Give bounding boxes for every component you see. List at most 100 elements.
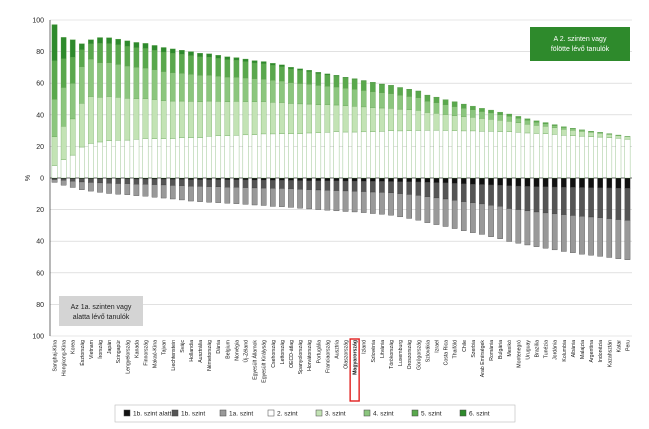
bar-segment [224,179,231,188]
bar-segment [397,177,403,182]
bar-stack [388,85,394,216]
bar-segment [415,110,422,131]
x-tick-label: Portugália [316,340,322,363]
bar-stack [179,50,185,201]
bar-segment [606,218,613,258]
bar-segment [379,131,385,179]
x-tick-label: Németország [207,340,213,371]
bar-segment [542,133,549,179]
y-tick-label: 80 [36,49,44,56]
bar-segment [624,136,631,140]
bar-segment [579,130,585,132]
bar-segment [97,178,103,184]
bar-stack [69,39,76,188]
bar-segment [79,66,85,104]
x-tick-label: Sanghaj-Kína [53,340,59,372]
bar-segment [533,120,540,123]
bar-segment [370,107,376,132]
bar-segment [433,97,440,103]
bar-segment [360,181,367,192]
y-tick-label: 60 [36,270,44,277]
bar-segment [342,177,349,182]
bar-segment [570,187,576,216]
bar-segment [315,104,322,133]
bar-segment [561,214,567,252]
annotation-below: Az 1a. szinten vagy alatta lévő tanulók [59,296,143,326]
bar-stack [251,60,258,206]
bar-segment [579,131,585,137]
x-tick-label: Chile [462,340,468,352]
bar-segment [97,182,103,193]
bar-segment [142,67,149,99]
bar-segment [333,177,340,181]
bar-segment [79,103,85,148]
bar-stack [188,51,194,202]
x-tick-label: Argentína [589,340,595,363]
bar-segment [333,86,340,106]
bar-segment [260,179,267,189]
bar-segment [442,114,449,131]
bar-segment [60,58,67,88]
bar-segment [51,60,58,100]
bar-segment [197,186,203,202]
x-tick-label: Ausztrália [198,340,204,363]
bar-segment [306,132,312,179]
bar-segment [288,188,294,208]
bar-segment [169,138,176,179]
bar-segment [60,126,67,160]
bar-segment [388,181,394,194]
bar-segment [179,185,185,201]
bar-segment [270,65,276,81]
bar-segment [206,100,212,137]
bar-segment [524,132,531,179]
bar-segment [106,62,112,97]
bar-stack [533,120,540,247]
bar-segment [524,210,531,246]
y-tick-label: 40 [36,239,44,246]
x-tick-label: Kolumbia [562,340,568,362]
bar-stack [433,96,440,225]
bar-segment [470,117,476,132]
bar-segment [360,106,367,133]
bar-segment [124,98,131,141]
bar-segment [288,68,294,83]
y-tick-label: 100 [32,334,44,341]
bar-stack [561,126,567,252]
bar-segment [370,82,376,84]
bar-segment [442,130,449,179]
bar-segment [260,63,267,80]
legend-label: 3. szint [325,411,346,418]
bar-segment [551,134,558,179]
x-tick-label: Izland [362,340,368,354]
bar-segment [115,97,121,141]
bar-segment [79,178,85,183]
bar-segment [79,181,85,190]
bar-segment [151,45,158,51]
bar-segment [242,61,249,79]
bar-segment [506,113,513,117]
bar-segment [379,192,385,215]
y-tick-label: 40 [36,112,44,119]
bar-segment [242,179,249,188]
bar-segment [133,47,140,68]
x-tick-label: Peru [625,340,631,351]
bar-segment [297,133,303,179]
x-tick-label: Egyesült Királyság [262,340,268,383]
bar-segment [488,109,494,114]
bar-segment [179,73,185,102]
bar-segment [351,180,358,192]
bar-segment [160,100,167,139]
bar-segment [133,178,140,185]
bar-segment [315,180,322,191]
bar-segment [624,220,631,260]
bar-stack [88,39,94,192]
bar-segment [224,177,231,180]
bar-segment [524,118,531,121]
bar-segment [515,122,522,133]
bar-segment [106,96,112,141]
bar-segment [306,189,312,210]
bar-segment [69,181,76,188]
bar-segment [433,177,440,183]
x-tick-label: Indonézia [598,340,604,363]
bar-segment [97,62,103,98]
